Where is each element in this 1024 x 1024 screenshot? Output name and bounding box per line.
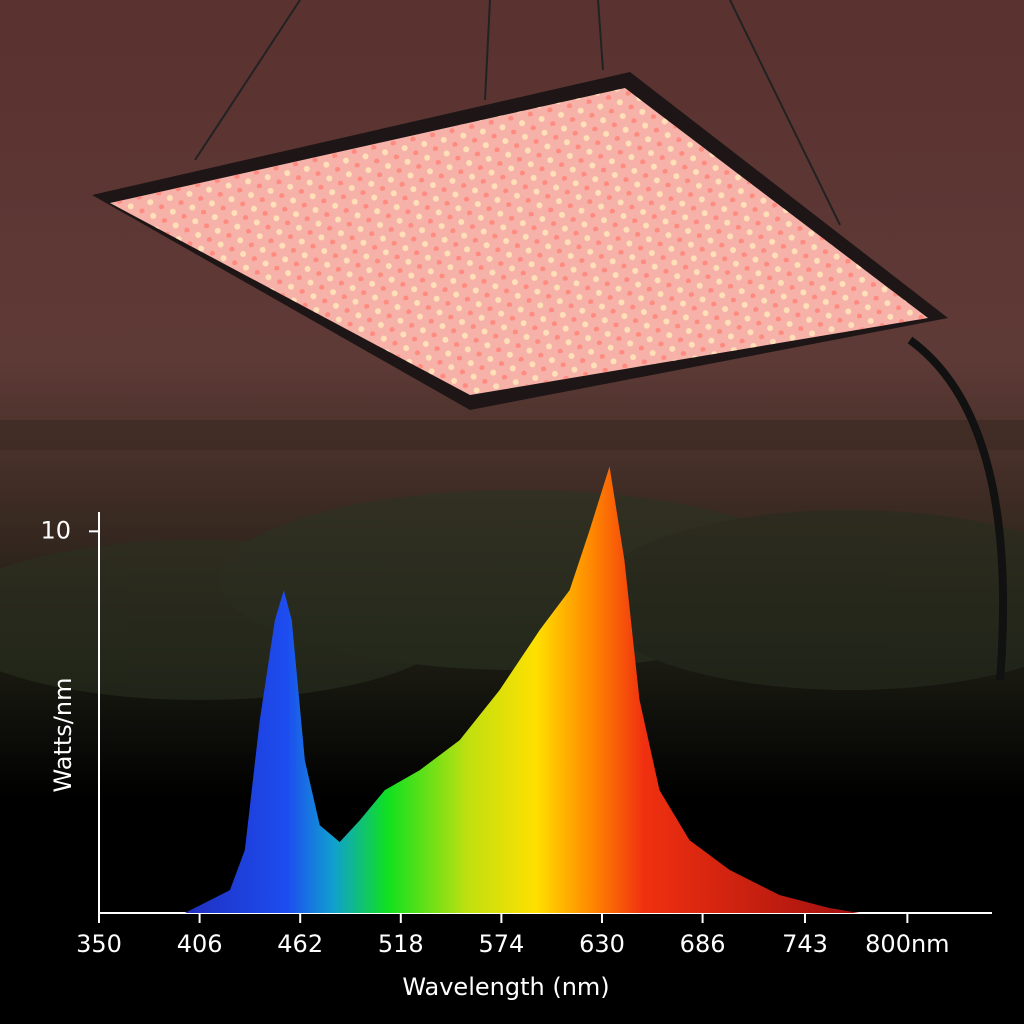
x-tick-label: 574 [478, 930, 524, 958]
y-axis-title: Watts/nm [49, 678, 77, 793]
spectrum-area [184, 466, 860, 913]
x-tick-label: 800nm [865, 930, 949, 958]
x-tick-label: 462 [277, 930, 323, 958]
x-tick-label: 406 [177, 930, 223, 958]
x-tick-label: 518 [378, 930, 424, 958]
x-tick-label: 630 [579, 930, 625, 958]
x-axis-title: Wavelength (nm) [402, 973, 609, 1001]
x-tick-label: 686 [680, 930, 726, 958]
grow-light [92, 0, 1008, 681]
x-tick-label: 350 [76, 930, 122, 958]
x-tick-label: 743 [782, 930, 828, 958]
y-tick-label: 10 [40, 516, 71, 544]
crops [0, 420, 1024, 700]
